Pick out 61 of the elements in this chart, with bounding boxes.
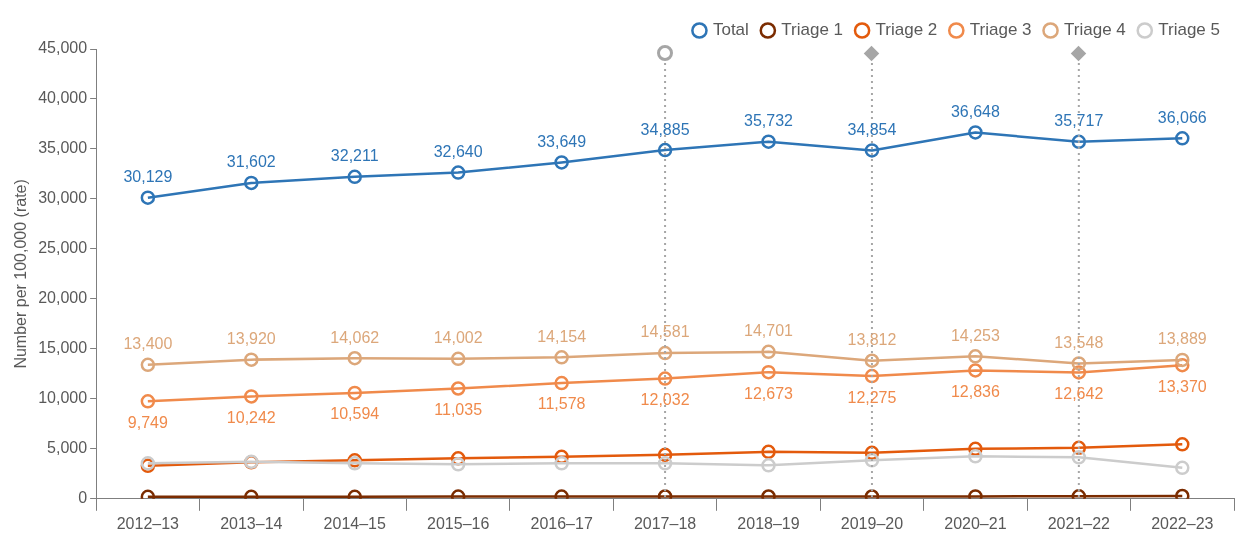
y-tick-label: 30,000 [38, 189, 88, 207]
y-tick-label: 40,000 [38, 89, 88, 107]
x-tick-label: 2019–20 [840, 514, 904, 532]
data-label: 32,640 [433, 142, 483, 160]
y-tick-label: 35,000 [38, 139, 88, 157]
data-label: 11,578 [537, 395, 586, 413]
data-label: 35,717 [1054, 112, 1104, 130]
legend-label: Total [712, 20, 749, 40]
x-tick-label: 2013–14 [220, 514, 283, 532]
data-label: 11,035 [434, 400, 483, 418]
legend-label: Triage 2 [875, 20, 938, 40]
x-tick-label: 2017–18 [633, 514, 697, 532]
data-label: 12,642 [1054, 384, 1104, 402]
y-tick-label: 15,000 [38, 339, 88, 357]
data-label: 35,732 [744, 112, 794, 130]
data-label: 36,648 [950, 102, 1000, 120]
data-label: 9,749 [127, 413, 168, 431]
data-label: 12,836 [950, 382, 1000, 400]
x-tick-label: 2015–16 [427, 514, 490, 532]
data-label: 14,253 [950, 326, 1000, 344]
data-label: 14,154 [537, 327, 587, 345]
x-tick-label: 2012–13 [116, 514, 180, 532]
data-label: 10,242 [226, 408, 276, 426]
data-label: 13,548 [1054, 333, 1104, 351]
y-tick-label: 25,000 [38, 239, 88, 257]
legend-label: Triage 5 [1158, 20, 1220, 40]
data-label: 13,889 [1157, 330, 1207, 348]
data-label: 33,649 [537, 132, 587, 150]
x-tick-label: 2021–22 [1047, 514, 1111, 532]
data-label: 32,211 [330, 147, 379, 165]
data-label: 14,002 [433, 329, 483, 347]
x-tick-label: 2020–21 [944, 514, 1007, 532]
data-label: 30,129 [123, 168, 173, 186]
data-label: 12,673 [744, 384, 794, 402]
y-axis-title: Number per 100,000 (rate) [12, 179, 30, 369]
data-label: 34,854 [847, 120, 897, 138]
data-label: 36,066 [1157, 108, 1207, 126]
data-label: 12,275 [847, 388, 897, 406]
data-label: 14,581 [640, 323, 690, 341]
y-tick-label: 45,000 [38, 39, 88, 57]
data-label: 12,032 [640, 390, 690, 408]
x-tick-label: 2016–17 [530, 514, 593, 532]
data-label: 31,602 [226, 153, 276, 171]
y-tick-label: 10,000 [38, 389, 88, 407]
legend-label: Triage 1 [781, 20, 844, 40]
data-label: 13,400 [123, 335, 173, 353]
data-label: 14,701 [744, 322, 794, 340]
data-label: 13,370 [1157, 377, 1207, 395]
x-tick-label: 2014–15 [323, 514, 386, 532]
y-tick-label: 5,000 [47, 439, 88, 457]
data-label: 34,885 [640, 120, 690, 138]
legend-label: Triage 4 [1064, 20, 1126, 40]
y-tick-label: 0 [78, 489, 88, 507]
data-label: 10,594 [330, 405, 380, 423]
data-label: 13,920 [226, 330, 276, 348]
legend-label: Triage 3 [969, 20, 1032, 40]
data-label: 13,812 [847, 331, 897, 349]
data-label: 14,062 [330, 328, 380, 346]
y-tick-label: 20,000 [38, 289, 88, 307]
x-tick-label: 2018–19 [737, 514, 800, 532]
x-tick-label: 2022–23 [1151, 514, 1214, 532]
